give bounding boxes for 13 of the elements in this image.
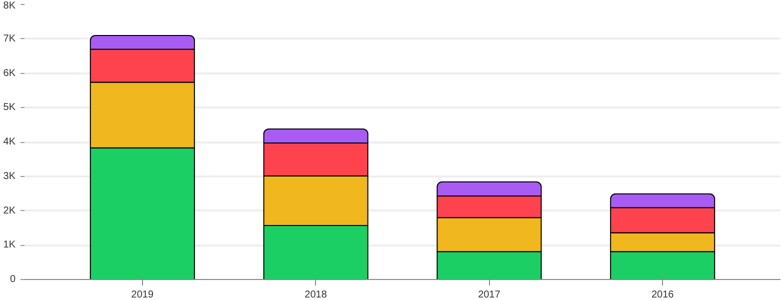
y-tick-label: 2K: [3, 205, 16, 216]
x-tick-label: 2019: [131, 290, 154, 300]
x-tick-label: 2018: [304, 290, 328, 300]
y-tick-label: 1K: [3, 240, 16, 251]
y-tick-label: 7K: [3, 33, 16, 44]
y-tick-label: 5K: [3, 102, 16, 114]
y-tick-label: 4K: [3, 136, 16, 148]
y-tick-label: 8K: [3, 0, 16, 12]
x-tick-label: 2016: [651, 290, 674, 300]
x-tick-label: 2017: [478, 290, 501, 300]
y-tick-label: 3K: [3, 170, 16, 182]
y-tick-label: 0: [10, 274, 16, 285]
y-tick-label: 6K: [3, 68, 16, 79]
